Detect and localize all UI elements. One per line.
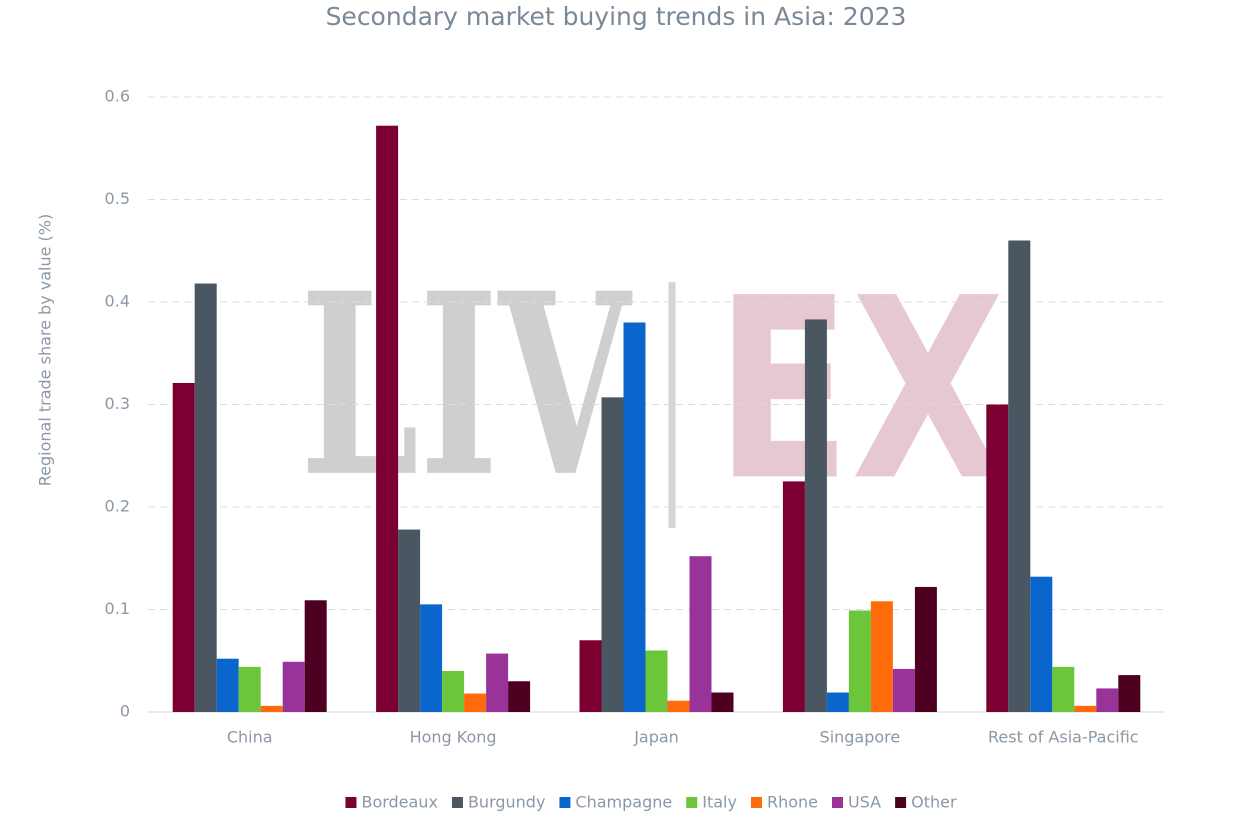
bar bbox=[420, 604, 443, 712]
legend-swatch bbox=[345, 797, 357, 808]
bar bbox=[238, 666, 261, 712]
bar bbox=[711, 692, 734, 712]
legend-label: USA bbox=[848, 793, 881, 812]
bar bbox=[689, 556, 712, 712]
y-tick-label: 0.2 bbox=[105, 497, 130, 516]
bar bbox=[376, 125, 399, 712]
legend-label: Other bbox=[911, 793, 957, 812]
bar bbox=[216, 658, 239, 712]
legend-swatch bbox=[750, 797, 762, 808]
watermark-text: LIV bbox=[300, 238, 633, 532]
legend-label: Rhone bbox=[767, 793, 818, 812]
x-tick-label: China bbox=[227, 728, 273, 747]
bar bbox=[826, 692, 849, 712]
bar bbox=[1118, 675, 1141, 712]
bar bbox=[282, 661, 305, 712]
bar bbox=[442, 671, 465, 712]
bar bbox=[579, 640, 602, 712]
bar bbox=[601, 397, 624, 712]
bar bbox=[260, 705, 283, 712]
bar bbox=[782, 481, 805, 712]
y-tick-label: 0.1 bbox=[105, 599, 130, 618]
y-tick-label: 0.3 bbox=[105, 394, 130, 413]
bar bbox=[1052, 666, 1075, 712]
y-tick-label: 0.4 bbox=[105, 292, 130, 311]
bar bbox=[1074, 705, 1097, 712]
watermark-text: EX bbox=[715, 244, 1005, 535]
y-tick-label: 0 bbox=[120, 702, 130, 721]
bar bbox=[986, 404, 1009, 712]
bar bbox=[508, 681, 531, 712]
bar bbox=[398, 529, 421, 712]
bar bbox=[486, 653, 509, 712]
legend-swatch bbox=[895, 797, 907, 808]
y-axis-label: Regional trade share by value (%) bbox=[36, 214, 55, 486]
legend-swatch bbox=[831, 797, 843, 808]
bar bbox=[304, 600, 327, 712]
bar bbox=[870, 601, 893, 712]
watermark: LIV EX bbox=[300, 238, 1005, 536]
y-tick-label: 0.6 bbox=[105, 87, 130, 106]
legend-swatch bbox=[559, 797, 571, 808]
legend-swatch bbox=[451, 797, 463, 808]
bar bbox=[464, 693, 487, 712]
bar bbox=[1008, 240, 1031, 712]
bar bbox=[1030, 576, 1053, 712]
bar bbox=[914, 586, 937, 712]
bar bbox=[623, 322, 646, 712]
x-tick-label: Rest of Asia-Pacific bbox=[988, 728, 1139, 747]
x-tick-label: Hong Kong bbox=[410, 728, 497, 747]
bar bbox=[667, 700, 690, 712]
chart-title: Secondary market buying trends in Asia: … bbox=[326, 2, 907, 31]
bar bbox=[848, 610, 871, 712]
bar bbox=[892, 668, 915, 712]
legend-label: Burgundy bbox=[468, 793, 545, 812]
bar bbox=[172, 382, 195, 712]
y-tick-label: 0.5 bbox=[105, 189, 130, 208]
legend-label: Champagne bbox=[575, 793, 672, 812]
bar bbox=[804, 319, 827, 712]
bar bbox=[194, 283, 217, 712]
bar bbox=[645, 650, 668, 712]
legend-label: Bordeaux bbox=[361, 793, 437, 812]
bar bbox=[1096, 688, 1119, 712]
legend-swatch bbox=[686, 797, 698, 808]
x-tick-label: Singapore bbox=[820, 728, 901, 747]
x-tick-label: Japan bbox=[633, 728, 679, 747]
legend: Bordeaux Burgundy Champagne Italy Rhone USA Ot… bbox=[345, 793, 957, 812]
legend-label: Italy bbox=[702, 793, 737, 812]
